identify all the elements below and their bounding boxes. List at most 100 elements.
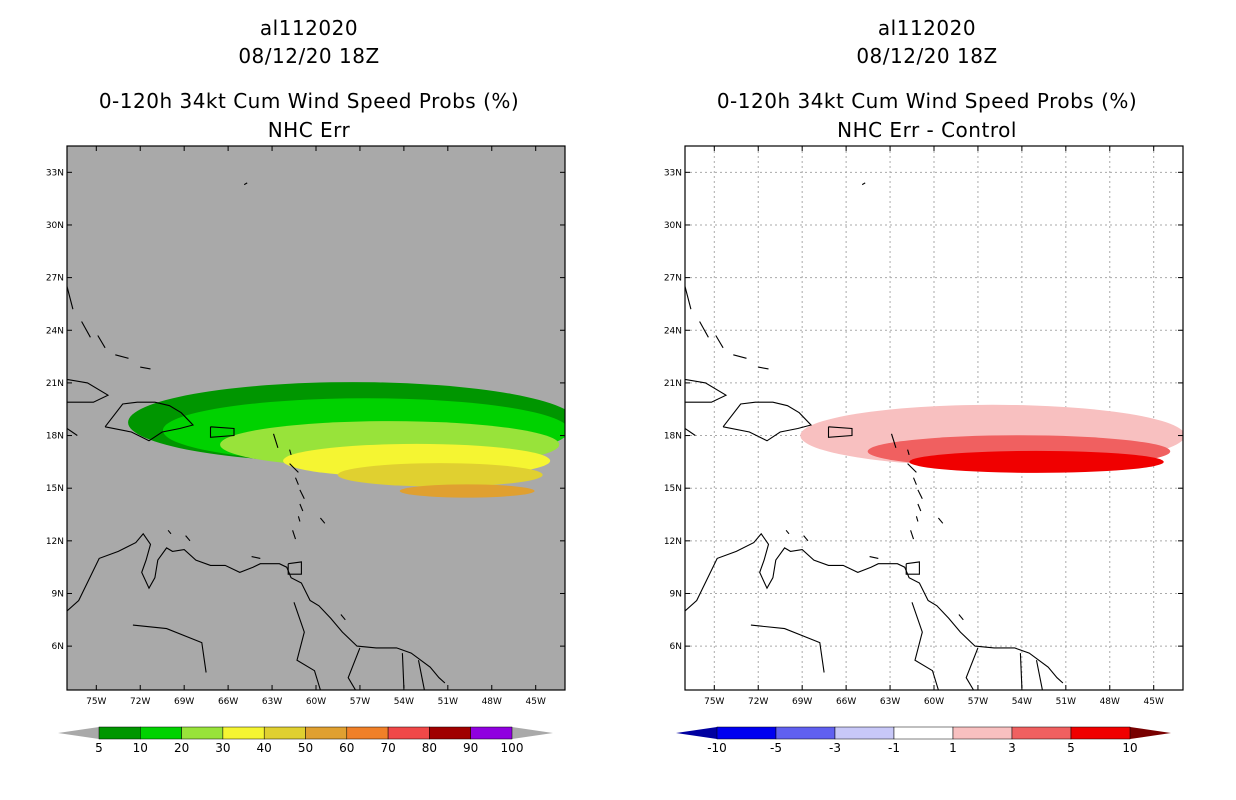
y-tick-label: 18N [46, 432, 64, 442]
coastline [289, 449, 292, 456]
coastline [140, 366, 151, 370]
prob-contour-50 [399, 484, 535, 498]
colorbar-label: 1 [949, 741, 957, 755]
coastline [917, 489, 923, 499]
y-tick-label: 9N [670, 589, 682, 599]
colorbar-label: 50 [298, 741, 313, 755]
coastline [917, 503, 922, 512]
coastline [319, 517, 326, 524]
coastline [965, 647, 979, 690]
x-tick-label: 69W [792, 697, 812, 707]
y-tick-label: 15N [664, 484, 682, 494]
colorbar-label: 30 [215, 741, 230, 755]
coastline [958, 614, 964, 621]
coastline [685, 532, 1064, 684]
x-tick-label: 45W [526, 697, 546, 707]
x-tick-label: 48W [482, 697, 502, 707]
coastline [167, 529, 172, 535]
y-tick-label: 21N [664, 379, 682, 389]
colorbar-swatch [387, 726, 430, 740]
coastline [272, 433, 279, 448]
coastline [1035, 660, 1043, 690]
coastline [401, 653, 405, 689]
coastline [67, 428, 78, 436]
x-tick-label: 66W [836, 697, 856, 707]
colorbar-swatch [222, 726, 265, 740]
coastline [699, 321, 709, 338]
coastline [81, 321, 91, 338]
x-tick-label: 60W [924, 697, 944, 707]
y-tick-label: 33N [664, 168, 682, 178]
x-tick-label: 51W [1056, 697, 1076, 707]
coastline [905, 561, 920, 575]
x-tick-label: 51W [438, 697, 458, 707]
coastline [937, 517, 944, 524]
y-tick-label: 9N [52, 589, 64, 599]
colorbar-swatch [263, 726, 306, 740]
colorbar-end-right [512, 727, 553, 739]
coastline [340, 614, 346, 621]
colorbar-label: 70 [380, 741, 395, 755]
x-tick-label: 57W [968, 697, 988, 707]
x-tick-label: 75W [86, 697, 106, 707]
colorbar-label: 20 [174, 741, 189, 755]
colorbar-label: 100 [501, 741, 524, 755]
coastline [104, 401, 195, 442]
y-tick-label: 6N [52, 642, 64, 652]
coastline [293, 602, 321, 690]
colorbar-swatch [346, 726, 389, 740]
colorbar-label: 40 [257, 741, 272, 755]
coastline [185, 535, 191, 542]
coastline [251, 556, 261, 559]
colorbar-swatch [305, 726, 348, 740]
colorbar-label: 10 [133, 741, 148, 755]
colorbar-end-left [58, 727, 99, 739]
prob-contour-40 [337, 463, 543, 487]
coastline [417, 660, 425, 690]
colorbar-swatch [834, 726, 895, 740]
chart-title: 0-120h 34kt Cum Wind Speed Probs (%) [98, 89, 520, 113]
coastline [803, 535, 809, 542]
coastline [287, 561, 302, 575]
colorbar-end-right [1130, 727, 1171, 739]
left-panel: al112020 08/12/20 18Z 0-120h 34kt Cum Wi… [46, 16, 566, 755]
colorbar: 5 10 20 30 40 50 60 70 80 90 100 [58, 726, 553, 755]
coastline [685, 286, 692, 310]
coastline [861, 182, 866, 186]
y-tick-label: 27N [46, 274, 64, 284]
wind-prob-map: 75W 72W 69W 66W 63W 60W 57W 54W 51W 48W 45W 33N 30N 2… [46, 145, 566, 755]
colorbar-swatch [716, 726, 777, 740]
storm-id: al112020 [259, 16, 359, 40]
coastline [758, 366, 769, 370]
y-tick-label: 21N [46, 379, 64, 389]
colorbar: -10 -5 -3 -1 1 3 5 10 [676, 726, 1171, 755]
coastline [209, 426, 235, 438]
y-tick-label: 33N [46, 168, 64, 178]
forecast-time: 08/12/20 18Z [238, 44, 380, 68]
x-tick-label: 48W [1100, 697, 1120, 707]
coastline [67, 378, 110, 403]
x-tick-label: 66W [218, 697, 238, 707]
colorbar-swatch [893, 726, 954, 740]
coastline [785, 529, 790, 535]
x-tick-label: 54W [1012, 697, 1032, 707]
colorbar-label: 10 [1122, 741, 1137, 755]
coastline [750, 624, 825, 673]
x-tick-label: 54W [394, 697, 414, 707]
coastline [294, 477, 299, 485]
coastline [297, 516, 301, 522]
chart-title: 0-120h 34kt Cum Wind Speed Probs (%) [716, 89, 1138, 113]
coastline [299, 489, 305, 499]
coastline [115, 354, 129, 359]
forecast-time: 08/12/20 18Z [856, 44, 998, 68]
coastline [910, 530, 915, 540]
coastline [733, 354, 747, 359]
colorbar-swatch [181, 726, 224, 740]
coastline [289, 463, 299, 473]
colorbar-label: 80 [422, 741, 437, 755]
colorbar-label: 3 [1008, 741, 1016, 755]
colorbar-swatch [470, 726, 513, 740]
coastline [911, 602, 939, 690]
x-tick-label: 72W [130, 697, 150, 707]
coastline [97, 335, 106, 349]
